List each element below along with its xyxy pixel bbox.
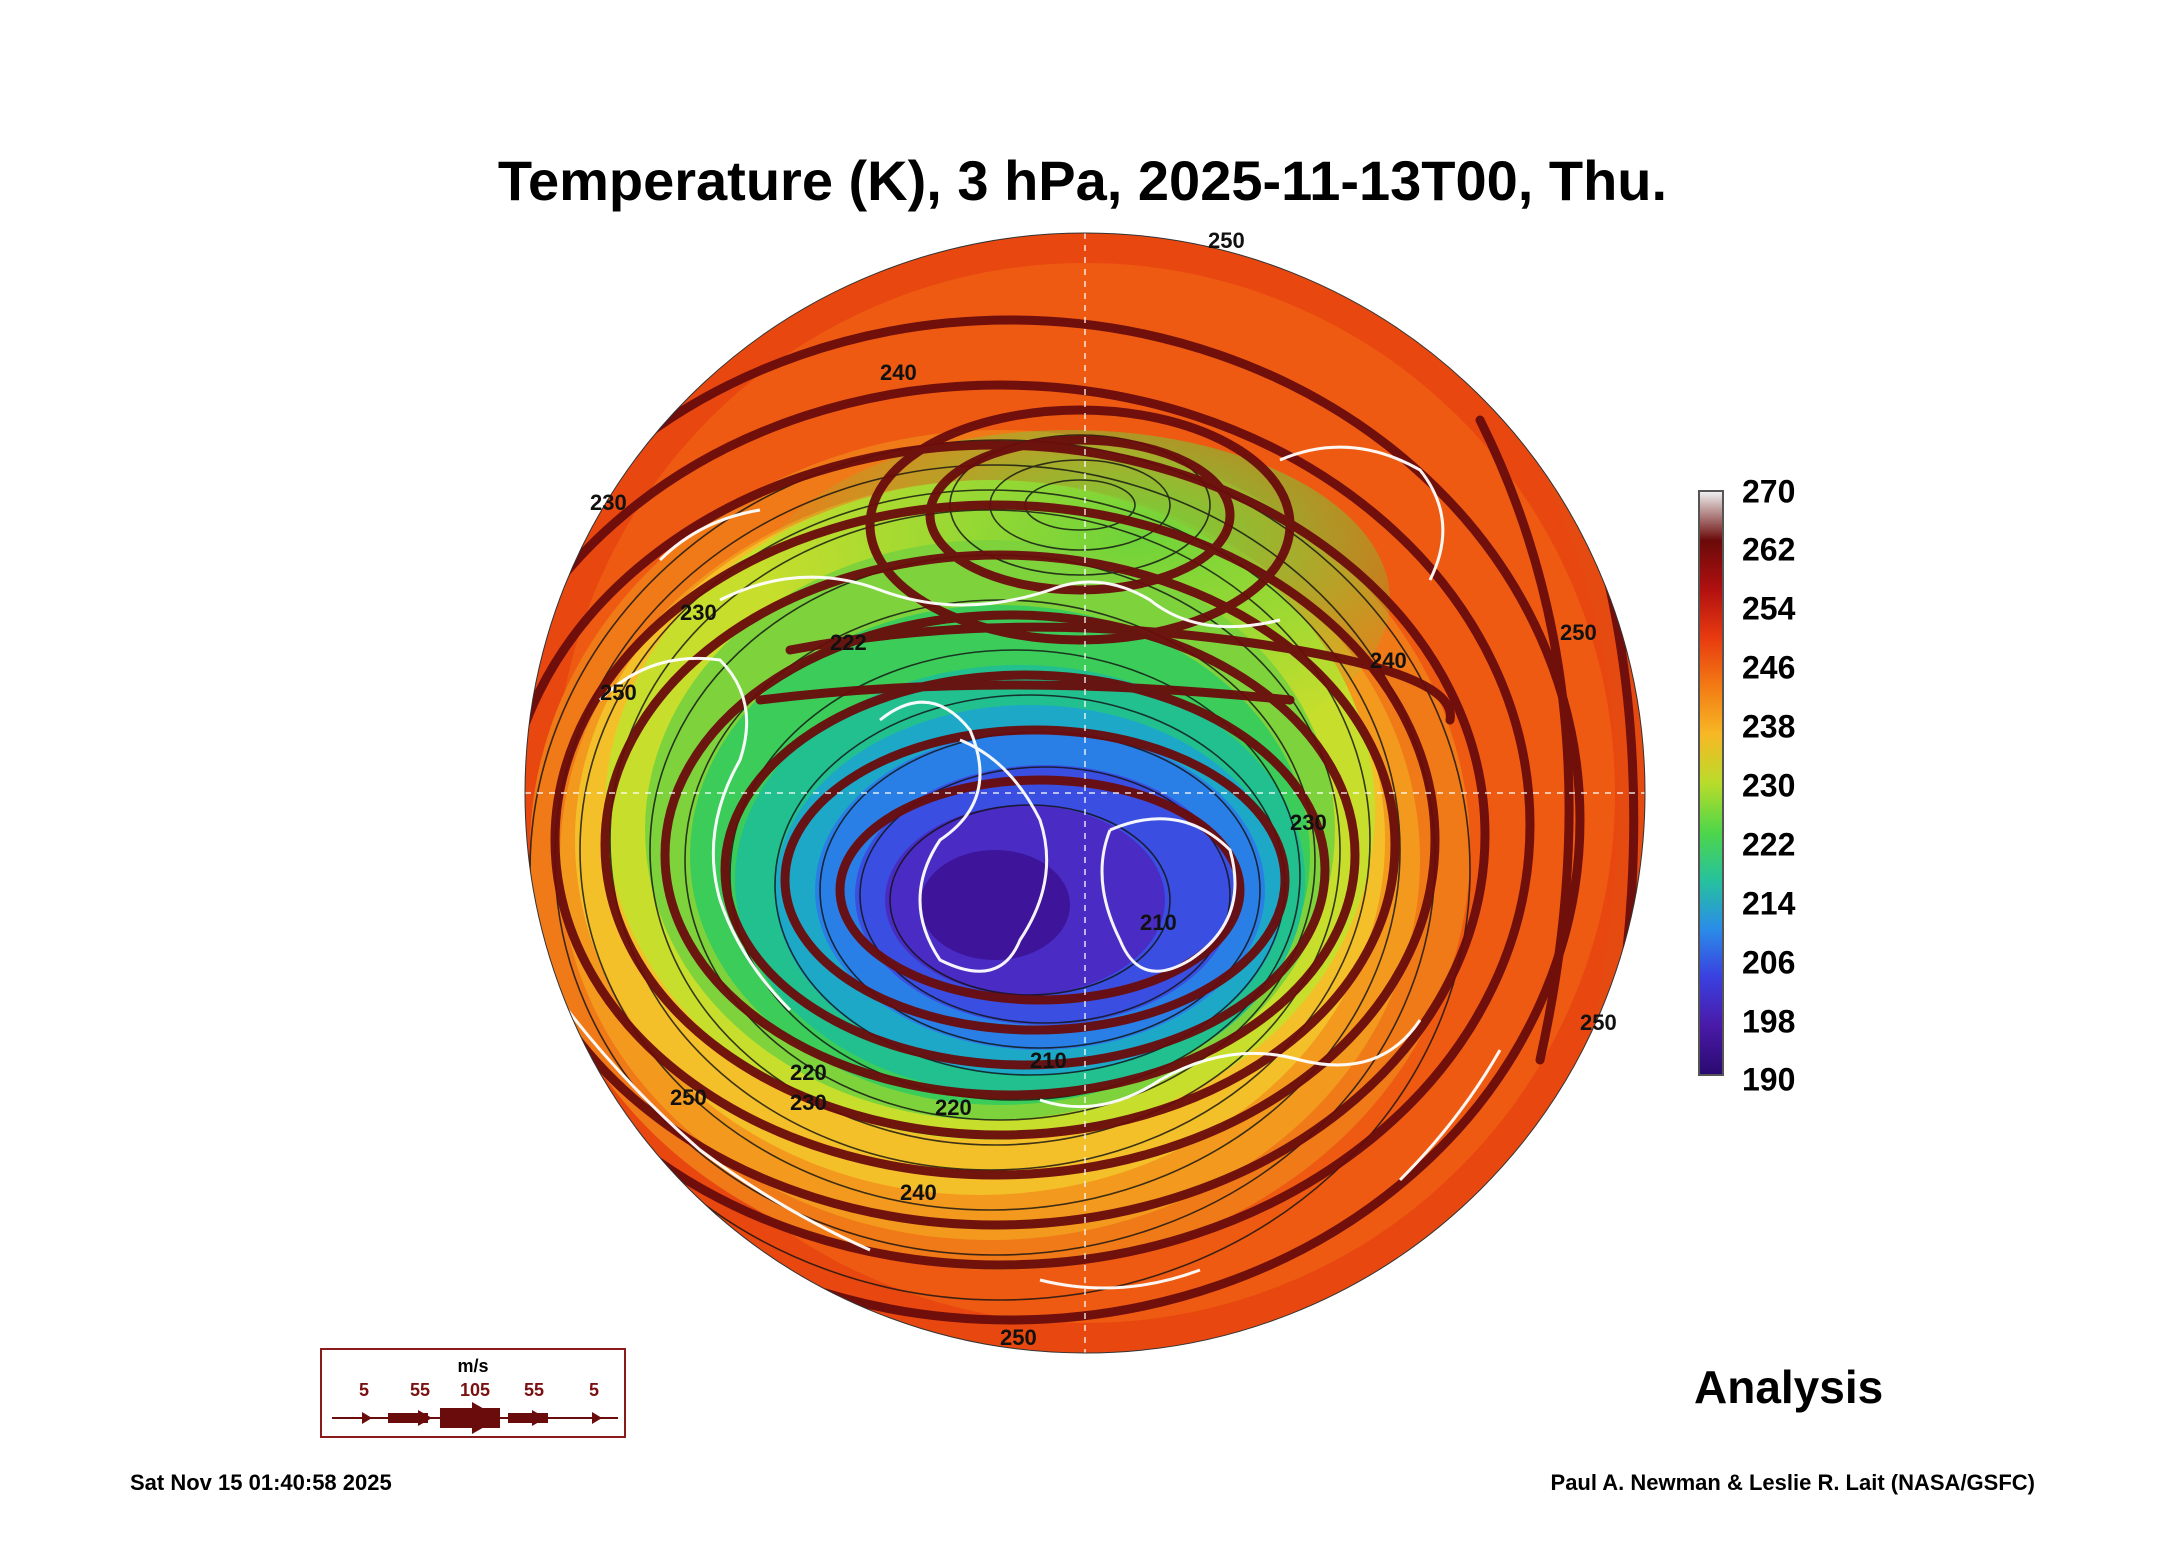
colorbar-label: 238 [1742,708,1796,745]
contour-label: 210 [1030,1048,1067,1073]
wind-speed-legend: m/s 5 55 105 55 5 [320,1348,626,1438]
legend-arrow-scale [332,1402,618,1434]
contour-label: 230 [680,600,717,625]
contour-label: 230 [790,1090,827,1115]
colorbar-label: 190 [1742,1061,1796,1098]
plot-title: Temperature (K), 3 hPa, 2025-11-13T00, T… [497,149,1668,212]
colorbar [1698,490,1724,1076]
contour-label: 250 [600,680,637,705]
colorbar-label: 222 [1742,826,1796,863]
colorbar-label: 270 [1742,473,1796,510]
legend-label: 105 [459,1380,491,1400]
colorbar-label: 230 [1742,767,1796,804]
contour-label: 250 [1560,620,1597,645]
colorbar-label: 246 [1742,649,1796,686]
legend-label: 5 [358,1380,370,1400]
contour-label: 210 [1140,910,1177,935]
contour-label: 250 [1208,228,1245,253]
contour-label: 230 [590,490,627,515]
timestamp: Sat Nov 15 01:40:58 2025 [130,1470,392,1495]
contour-label: 220 [935,1095,972,1120]
legend-label: 5 [588,1380,600,1400]
contour-label: 250 [670,1085,707,1110]
contour-label: 250 [1580,1010,1617,1035]
contour-label: 230 [1290,810,1327,835]
colorbar-label: 214 [1742,885,1796,922]
contour-label: 240 [880,360,917,385]
colorbar-label: 198 [1742,1003,1796,1040]
analysis-label: Analysis [1694,1361,1884,1413]
credit: Paul A. Newman & Leslie R. Lait (NASA/GS… [1550,1470,2035,1495]
colorbar-label: 254 [1742,590,1796,627]
contour-label: 250 [1000,1325,1037,1350]
colorbar-label: 262 [1742,531,1796,568]
legend-label: 55 [409,1380,431,1400]
contour-label: 240 [1370,648,1407,673]
legend-label: 55 [523,1380,545,1400]
contour-label: 222 [830,630,867,655]
contour-label: 220 [790,1060,827,1085]
legend-unit: m/s [457,1356,489,1376]
colorbar-label: 206 [1742,944,1796,981]
contour-label: 240 [900,1180,937,1205]
